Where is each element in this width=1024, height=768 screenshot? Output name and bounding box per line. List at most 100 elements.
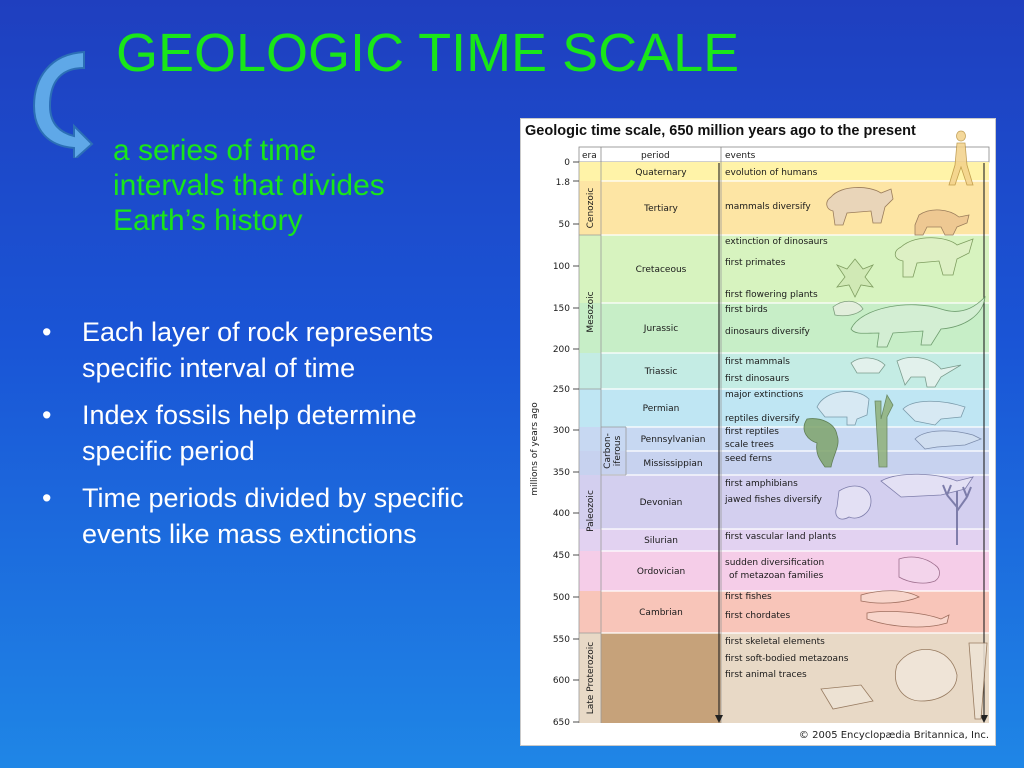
mammal-illustration-icon [826, 187, 894, 226]
era-label: Late Proterozoic [586, 642, 596, 715]
event-label: first skeletal elements [725, 637, 825, 647]
era-label: Mesozoic [586, 291, 596, 332]
bullet-list: • Each layer of rock represents specific … [42, 314, 502, 563]
bullet-text: Index fossils help determine specific pe… [82, 400, 417, 466]
bird-illustration-icon [832, 300, 864, 317]
period-label: Triassic [644, 367, 678, 377]
event-label: major extinctions [725, 390, 803, 400]
event-label: first chordates [725, 611, 790, 621]
nautiloid-icon [898, 556, 940, 584]
period-label: Permian [643, 404, 680, 414]
period-label: Cambrian [639, 608, 683, 618]
soft-bodied-metazoan-icon [895, 649, 958, 702]
copyright-notice: © 2005 Encyclopædia Britannica, Inc. [798, 730, 989, 741]
header-period: period [641, 151, 670, 161]
tick-label: 300 [553, 426, 570, 436]
event-label: first primates [725, 258, 786, 268]
chordate-illustration-icon [866, 611, 950, 628]
jawed-fish-icon [835, 485, 872, 520]
event-label: first amphibians [725, 479, 798, 489]
skeletal-element-icon [968, 642, 988, 720]
tick-label: 600 [553, 676, 570, 686]
tick-label: 200 [553, 345, 570, 355]
period-label: Pennsylvanian [641, 435, 706, 445]
era-label: Paleozoic [586, 490, 596, 532]
event-label: evolution of humans [725, 168, 818, 178]
era-label: Cenozoic [586, 188, 596, 229]
event-label: first dinosaurs [725, 374, 789, 384]
amphibian-illustration-icon [914, 430, 982, 450]
carboniferous-label: Carbon- [603, 433, 613, 469]
bullet-dot: • [42, 400, 52, 430]
event-label: first vascular land plants [725, 532, 836, 542]
vascular-plant-icon [942, 484, 972, 545]
mammal-illustration-icon [914, 209, 970, 236]
event-label: first reptiles [725, 427, 779, 437]
event-label: sudden diversification [725, 558, 824, 568]
dinosaur-illustration-icon [896, 356, 962, 388]
bullet-item: • Each layer of rock represents specific … [42, 314, 502, 386]
period-label: Cretaceous [636, 265, 687, 275]
organism-illustrations [803, 130, 988, 720]
event-label: jawed fishes diversify [724, 495, 823, 505]
bullet-dot: • [42, 317, 52, 347]
period-label: Tertiary [643, 204, 678, 214]
bullet-item: • Time periods divided by specific events… [42, 480, 502, 552]
event-label: first animal traces [725, 670, 807, 680]
animal-trace-icon [820, 684, 874, 710]
period-label: Jurassic [643, 324, 678, 334]
event-label: extinction of dinosaurs [725, 237, 828, 247]
human-illustration-icon [948, 130, 974, 186]
flowering-plant-icon [835, 258, 875, 298]
scale-tree-icon [874, 393, 894, 468]
reptile-illustration-icon [816, 391, 870, 426]
event-label: first flowering plants [725, 290, 818, 300]
event-label: mammals diversify [725, 202, 811, 212]
time-scale-chart: era period events [530, 130, 990, 728]
bullet-item: • Index fossils help determine specific p… [42, 397, 502, 469]
definition-text: a series of time intervals that divides … [113, 133, 493, 238]
bullet-dot: • [42, 483, 52, 513]
tick-label: 100 [553, 262, 570, 272]
event-label: first fishes [725, 592, 772, 602]
seed-fern-icon [803, 418, 839, 468]
tick-label: 450 [553, 551, 570, 561]
period-label: Silurian [644, 536, 678, 546]
period-label: Mississippian [643, 459, 702, 469]
tick-label: 0 [564, 158, 570, 168]
event-label: reptiles diversify [725, 414, 800, 424]
slide-title: GEOLOGIC TIME SCALE [116, 23, 740, 83]
axis-label: millions of years ago [530, 402, 540, 496]
tick-label: 550 [553, 635, 570, 645]
reptile-illustration-icon [902, 400, 966, 426]
definition-line: a series of time [113, 134, 317, 167]
figure-title: Geologic time scale, 650 million years a… [525, 123, 916, 139]
tick-label: 400 [553, 509, 570, 519]
period-label: Ordovician [637, 567, 685, 577]
definition-line: intervals that divides [113, 169, 385, 202]
tick-label: 1.8 [556, 178, 571, 188]
tick-label: 250 [553, 385, 570, 395]
carboniferous-label: iferous [613, 435, 623, 466]
mammal-illustration-icon [850, 357, 886, 374]
bullet-text: Time periods divided by specific events … [82, 483, 464, 549]
tick-label: 500 [553, 593, 570, 603]
event-label: first soft-bodied metazoans [725, 654, 849, 664]
tick-label: 150 [553, 304, 570, 314]
geologic-time-scale-figure: Geologic time scale, 650 million years a… [520, 118, 996, 746]
definition-line: Earth’s history [113, 204, 303, 237]
tick-label: 650 [553, 718, 570, 728]
event-label: dinosaurs diversify [725, 327, 811, 337]
period-label: Devonian [640, 498, 683, 508]
event-label: of metazoan families [729, 571, 824, 581]
sauropod-illustration-icon [850, 295, 986, 348]
event-label: first birds [725, 305, 768, 315]
header-era: era [582, 151, 597, 161]
dinosaur-illustration-icon [894, 237, 974, 278]
tick-label: 350 [553, 468, 570, 478]
event-label: first mammals [725, 357, 790, 367]
event-label: scale trees [725, 440, 774, 450]
period-label: Quaternary [635, 168, 687, 178]
event-label: seed ferns [725, 454, 772, 464]
curved-arrow-icon [32, 50, 94, 158]
